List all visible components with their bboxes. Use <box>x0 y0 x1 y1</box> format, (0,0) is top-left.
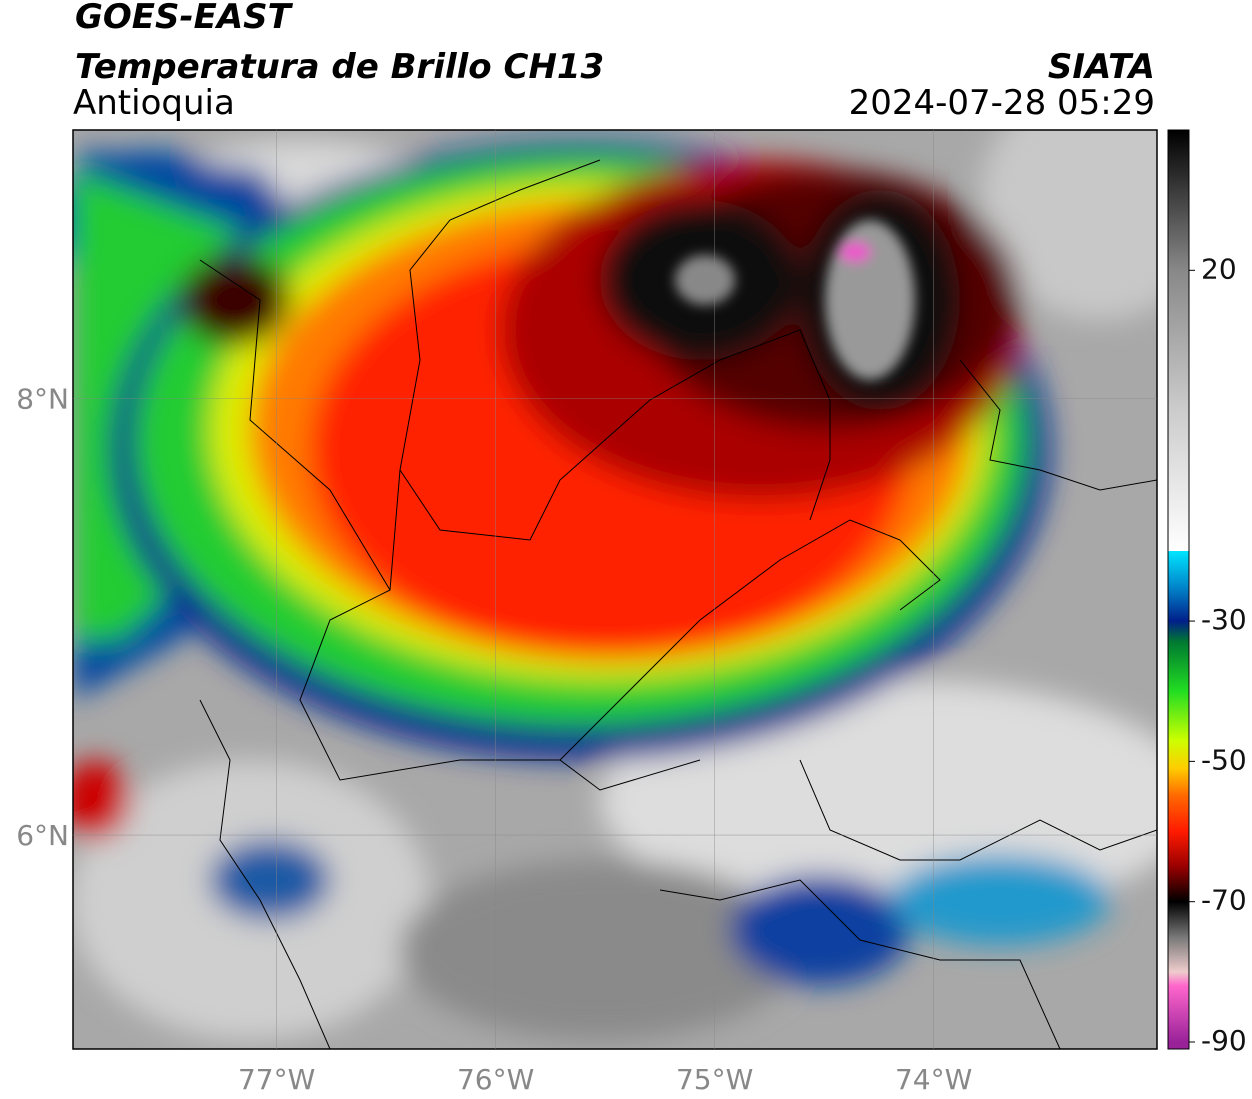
map-frame <box>72 129 1158 1050</box>
colorbar <box>1167 129 1190 1050</box>
datetime: 2024-07-28 05:29 <box>849 83 1155 123</box>
colorbar-tick-label: -70 <box>1201 884 1247 917</box>
satellite-image <box>73 130 1157 1049</box>
colorbar-tick-label: -90 <box>1201 1024 1247 1057</box>
colorbar-tick-label: 20 <box>1201 252 1237 285</box>
source: SIATA <box>1048 47 1155 87</box>
y-tick-label: 8°N <box>16 382 69 415</box>
x-tick-label: 75°W <box>676 1063 753 1096</box>
x-tick-label: 77°W <box>238 1063 315 1096</box>
title: GOES-EAST <box>75 0 294 37</box>
x-tick-label: 76°W <box>457 1063 534 1096</box>
colorbar-tick-label: -30 <box>1201 603 1247 636</box>
region: Antioquia <box>73 83 235 123</box>
x-tick-label: 74°W <box>895 1063 972 1096</box>
colorbar-tick-label: -50 <box>1201 743 1247 776</box>
subtitle: Temperatura de Brillo CH13 <box>75 47 604 87</box>
y-tick-label: 6°N <box>16 819 69 852</box>
